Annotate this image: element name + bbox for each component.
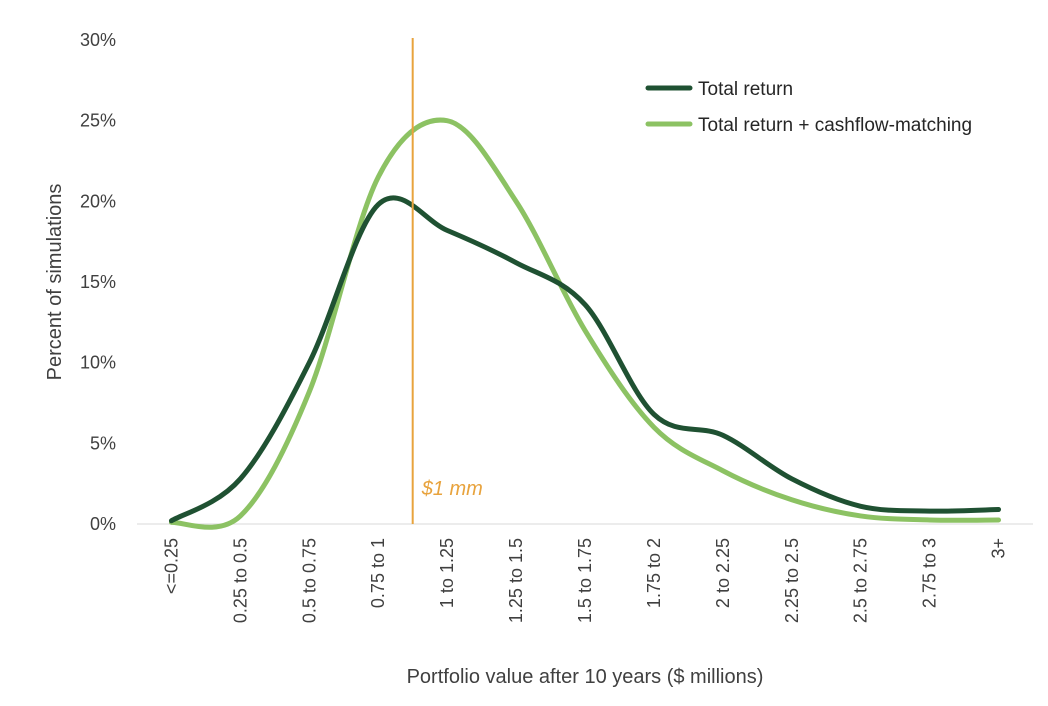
x-tick-label: 1.5 to 1.75 <box>575 538 595 623</box>
x-tick-label: 1 to 1.25 <box>437 538 457 608</box>
x-tick-label: 1.25 to 1.5 <box>506 538 526 623</box>
x-tick-label: 2.75 to 3 <box>920 538 940 608</box>
x-axis-ticks: <=0.25 0.25 to 0.5 0.5 to 0.75 0.75 to 1 1 t… <box>161 538 1008 623</box>
legend-entry: Total return <box>698 79 793 100</box>
y-axis-title: Percent of simulations <box>44 184 66 381</box>
legend-entry: Total return + cashflow-matching <box>698 115 972 136</box>
x-tick-label: 2 to 2.25 <box>713 538 733 608</box>
legend: Total return Total return + cashflow-matc… <box>645 79 972 136</box>
series-line-0 <box>168 195 1002 524</box>
x-tick-label: 0.75 to 1 <box>368 538 388 608</box>
x-axis-title: Portfolio value after 10 years ($ millio… <box>407 666 764 688</box>
y-tick-label: 20% <box>80 191 116 211</box>
y-tick-label: 5% <box>90 433 116 453</box>
x-tick-label: 0.5 to 0.75 <box>299 538 319 623</box>
y-tick-label: 15% <box>80 272 116 292</box>
series-lines <box>168 117 1002 530</box>
y-tick-label: 10% <box>80 353 116 373</box>
x-tick-label: 0.25 to 0.5 <box>230 538 250 623</box>
reference-line-label: $1 mm <box>421 478 483 500</box>
y-axis-ticks: 0% 5% 10% 15% 20% 25% 30% <box>80 30 116 534</box>
x-tick-label: <=0.25 <box>161 538 181 594</box>
x-tick-label: 3+ <box>989 538 1009 559</box>
x-tick-label: 1.75 to 2 <box>644 538 664 608</box>
x-tick-label: 2.25 to 2.5 <box>782 538 802 623</box>
y-tick-label: 30% <box>80 30 116 50</box>
series-line-1 <box>168 117 1002 530</box>
x-tick-label: 2.5 to 2.75 <box>851 538 871 623</box>
y-tick-label: 25% <box>80 111 116 131</box>
y-tick-label: 0% <box>90 514 116 534</box>
